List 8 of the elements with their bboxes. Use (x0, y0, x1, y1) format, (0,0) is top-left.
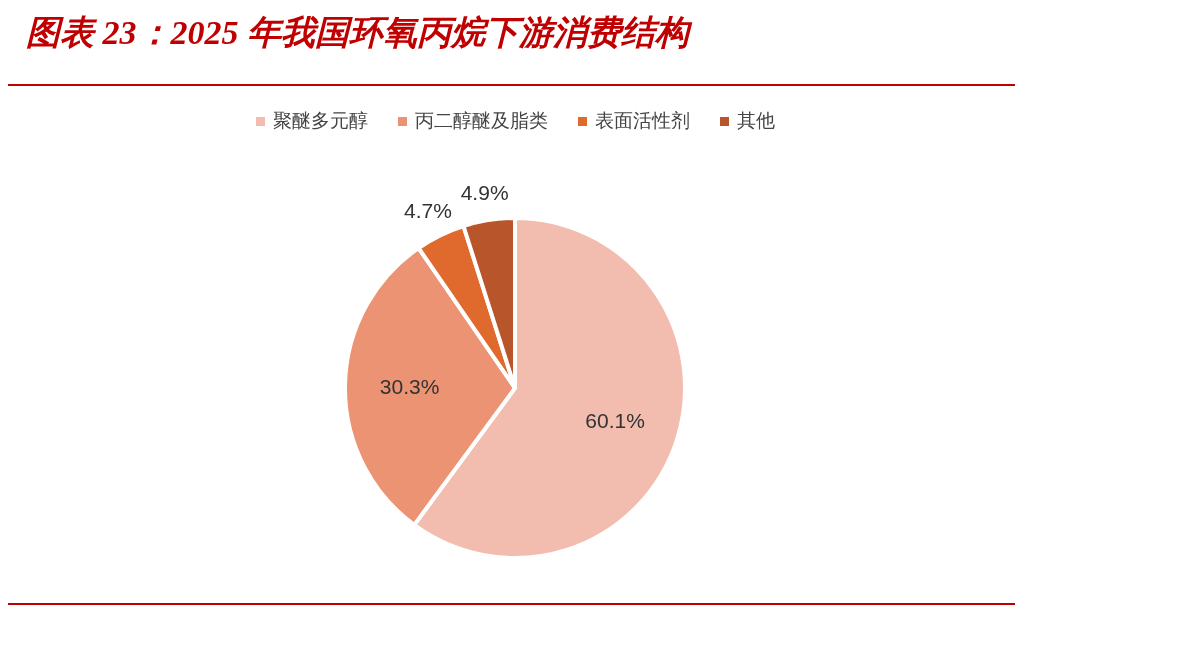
legend-label: 其他 (737, 108, 775, 133)
data-label: 60.1% (585, 409, 645, 433)
legend-label: 聚醚多元醇 (273, 108, 368, 133)
data-label: 30.3% (379, 374, 440, 398)
data-label: 4.7% (403, 198, 452, 222)
legend-label: 丙二醇醚及脂类 (415, 108, 548, 133)
legend-label: 表面活性剂 (595, 108, 690, 133)
data-label: 4.9% (460, 180, 509, 204)
